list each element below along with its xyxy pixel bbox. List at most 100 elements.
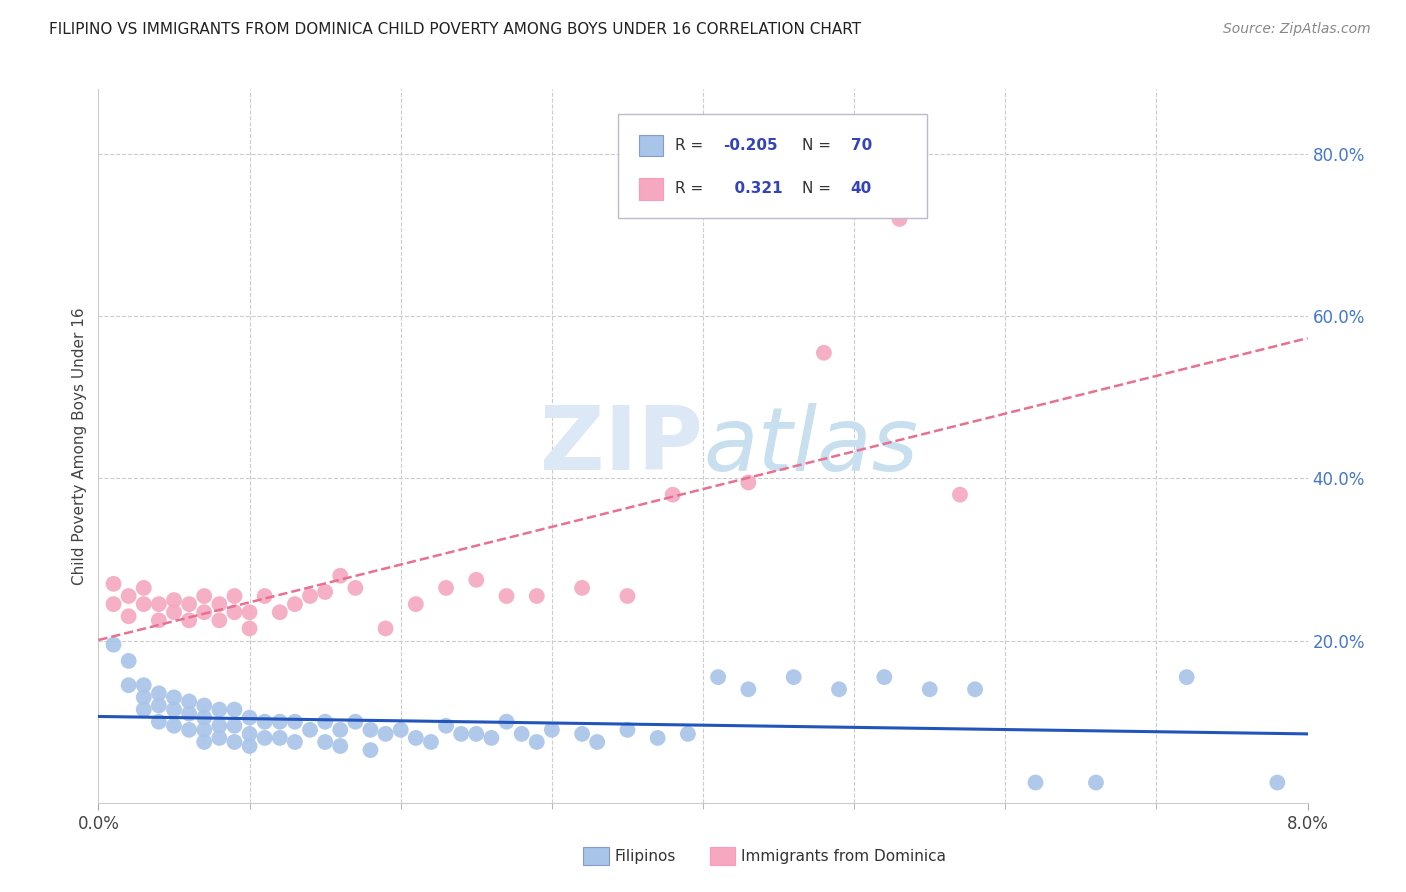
Point <box>224 735 246 749</box>
Point <box>526 589 548 603</box>
Point <box>299 589 322 603</box>
Point <box>1267 775 1289 789</box>
Point <box>148 597 170 611</box>
Point <box>193 711 215 725</box>
Point <box>208 702 231 716</box>
Point <box>239 622 262 636</box>
Point <box>239 711 262 725</box>
Point <box>707 670 730 684</box>
Point <box>314 714 336 729</box>
Point <box>284 735 307 749</box>
Point <box>132 702 155 716</box>
Point <box>179 706 201 721</box>
Point <box>616 723 638 737</box>
Point <box>148 686 170 700</box>
Point <box>526 735 548 749</box>
Text: atlas: atlas <box>703 403 918 489</box>
Point <box>1025 775 1047 789</box>
Point <box>344 581 367 595</box>
Point <box>465 727 488 741</box>
Point <box>239 739 262 753</box>
Text: 70: 70 <box>851 138 872 153</box>
Point <box>284 714 307 729</box>
Point <box>1085 775 1108 789</box>
Point <box>132 690 155 705</box>
Point <box>329 568 352 582</box>
Point <box>586 735 609 749</box>
Point <box>434 719 457 733</box>
Text: 40: 40 <box>851 181 872 196</box>
Point <box>179 694 201 708</box>
Point <box>360 723 382 737</box>
Point <box>208 597 231 611</box>
Point <box>103 597 125 611</box>
Point <box>103 638 125 652</box>
Text: -0.205: -0.205 <box>724 138 778 153</box>
Point <box>571 727 593 741</box>
Text: Immigrants from Dominica: Immigrants from Dominica <box>741 849 946 863</box>
Point <box>374 622 396 636</box>
Point <box>828 682 851 697</box>
Point <box>541 723 564 737</box>
Point <box>224 719 246 733</box>
Text: N =: N = <box>803 138 837 153</box>
Point <box>434 581 457 595</box>
Point <box>118 654 141 668</box>
Point <box>253 714 276 729</box>
Point <box>420 735 443 749</box>
Point <box>481 731 503 745</box>
Point <box>269 731 291 745</box>
Point <box>193 735 215 749</box>
Point <box>676 727 699 741</box>
Point <box>329 739 352 753</box>
Point <box>329 723 352 737</box>
Point <box>132 597 155 611</box>
Point <box>224 702 246 716</box>
Point <box>269 605 291 619</box>
Point <box>239 727 262 741</box>
Point <box>224 605 246 619</box>
Point <box>284 597 307 611</box>
FancyBboxPatch shape <box>638 135 664 156</box>
Point <box>465 573 488 587</box>
Point <box>813 345 835 359</box>
Point <box>405 731 427 745</box>
Point <box>616 589 638 603</box>
Point <box>118 678 141 692</box>
Point <box>193 589 215 603</box>
Point <box>299 723 322 737</box>
Text: Source: ZipAtlas.com: Source: ZipAtlas.com <box>1223 22 1371 37</box>
Point <box>163 719 186 733</box>
Y-axis label: Child Poverty Among Boys Under 16: Child Poverty Among Boys Under 16 <box>72 307 87 585</box>
Point <box>965 682 987 697</box>
Point <box>949 488 972 502</box>
Point <box>450 727 472 741</box>
Point <box>269 714 291 729</box>
Point <box>360 743 382 757</box>
Point <box>314 585 336 599</box>
Text: R =: R = <box>675 181 709 196</box>
Point <box>571 581 593 595</box>
Point <box>737 475 759 490</box>
Point <box>389 723 412 737</box>
Point <box>208 731 231 745</box>
Point <box>253 731 276 745</box>
Point <box>239 605 262 619</box>
Point <box>918 682 941 697</box>
Point <box>148 613 170 627</box>
Point <box>179 723 201 737</box>
Point <box>208 613 231 627</box>
Point <box>179 613 201 627</box>
Point <box>163 690 186 705</box>
Point <box>224 589 246 603</box>
Point <box>103 577 125 591</box>
Point <box>495 714 517 729</box>
Point <box>510 727 533 741</box>
Point <box>208 719 231 733</box>
Point <box>405 597 427 611</box>
Text: FILIPINO VS IMMIGRANTS FROM DOMINICA CHILD POVERTY AMONG BOYS UNDER 16 CORRELATI: FILIPINO VS IMMIGRANTS FROM DOMINICA CHI… <box>49 22 862 37</box>
Text: R =: R = <box>675 138 709 153</box>
Point <box>253 589 276 603</box>
FancyBboxPatch shape <box>619 114 927 218</box>
Point <box>179 597 201 611</box>
